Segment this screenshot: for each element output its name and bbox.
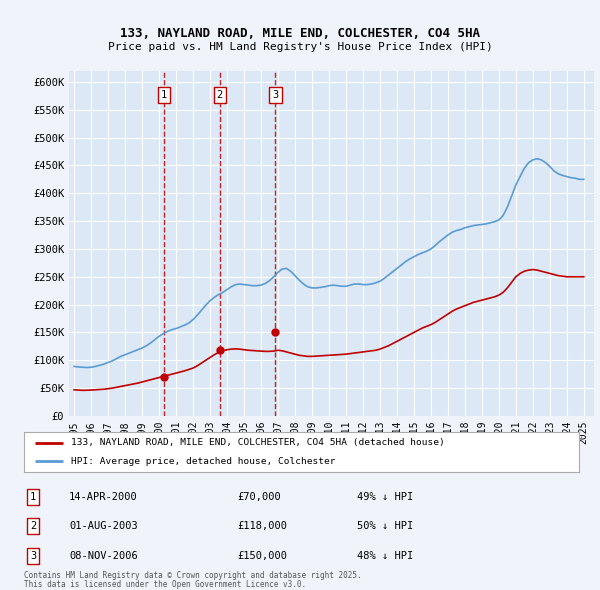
Text: HPI: Average price, detached house, Colchester: HPI: Average price, detached house, Colc… bbox=[71, 457, 335, 466]
Text: 14-APR-2000: 14-APR-2000 bbox=[69, 492, 138, 502]
Text: 2: 2 bbox=[217, 90, 223, 100]
Text: 08-NOV-2006: 08-NOV-2006 bbox=[69, 551, 138, 560]
Text: £150,000: £150,000 bbox=[237, 551, 287, 560]
Text: 49% ↓ HPI: 49% ↓ HPI bbox=[357, 492, 413, 502]
Text: 133, NAYLAND ROAD, MILE END, COLCHESTER, CO4 5HA: 133, NAYLAND ROAD, MILE END, COLCHESTER,… bbox=[120, 27, 480, 40]
Text: 3: 3 bbox=[30, 551, 36, 560]
Text: This data is licensed under the Open Government Licence v3.0.: This data is licensed under the Open Gov… bbox=[24, 579, 306, 589]
Text: £70,000: £70,000 bbox=[237, 492, 281, 502]
Text: Price paid vs. HM Land Registry's House Price Index (HPI): Price paid vs. HM Land Registry's House … bbox=[107, 42, 493, 52]
Text: Contains HM Land Registry data © Crown copyright and database right 2025.: Contains HM Land Registry data © Crown c… bbox=[24, 571, 362, 581]
Text: 01-AUG-2003: 01-AUG-2003 bbox=[69, 522, 138, 531]
Text: 133, NAYLAND ROAD, MILE END, COLCHESTER, CO4 5HA (detached house): 133, NAYLAND ROAD, MILE END, COLCHESTER,… bbox=[71, 438, 445, 447]
Text: 3: 3 bbox=[272, 90, 278, 100]
Text: 1: 1 bbox=[30, 492, 36, 502]
Text: 50% ↓ HPI: 50% ↓ HPI bbox=[357, 522, 413, 531]
Text: 1: 1 bbox=[161, 90, 167, 100]
Text: £118,000: £118,000 bbox=[237, 522, 287, 531]
Text: 48% ↓ HPI: 48% ↓ HPI bbox=[357, 551, 413, 560]
Text: 2: 2 bbox=[30, 522, 36, 531]
